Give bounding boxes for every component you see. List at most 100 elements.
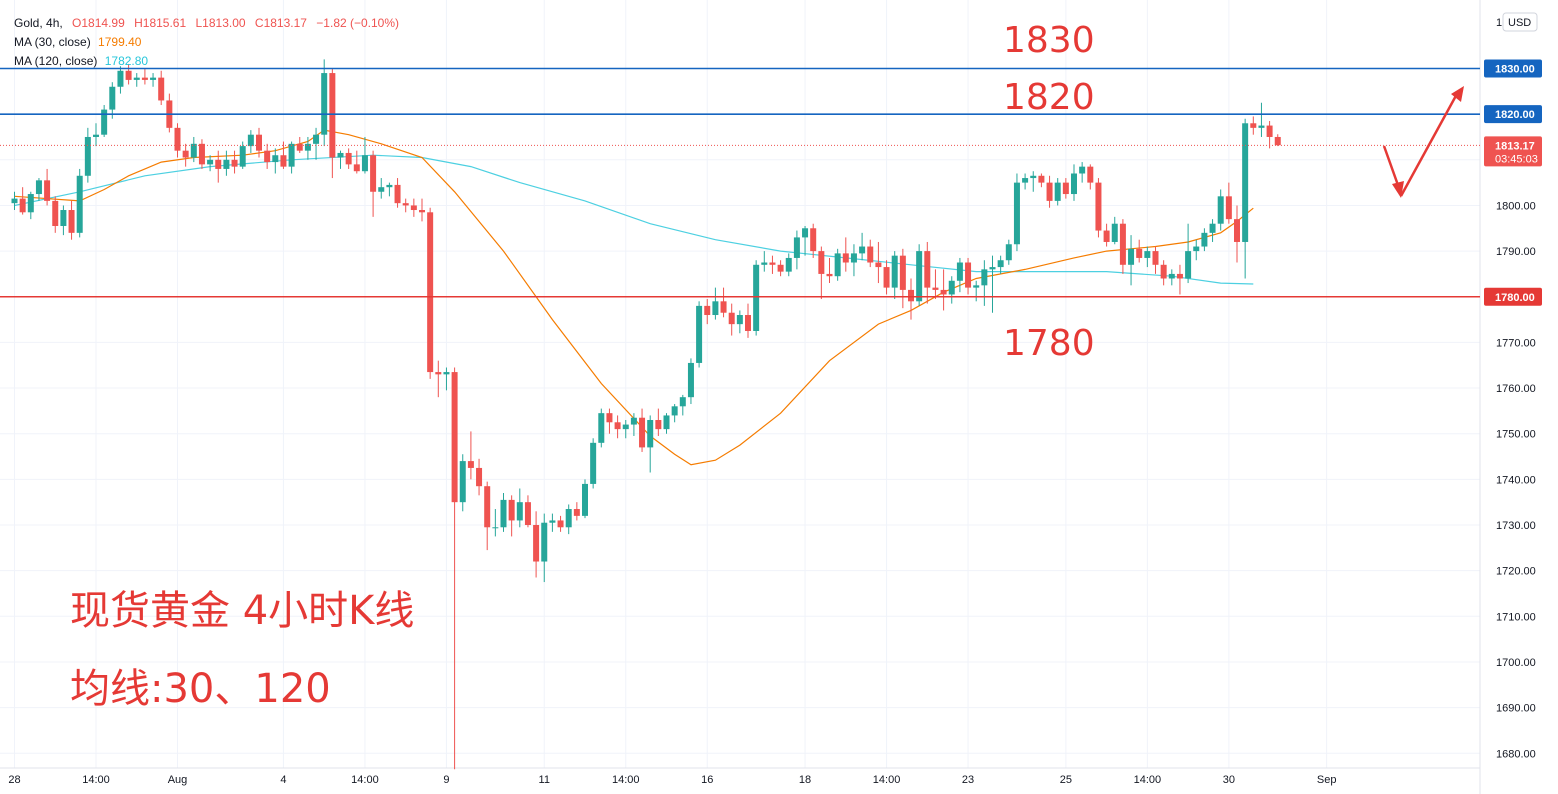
candle-body <box>981 269 988 286</box>
x-tick-label: 14:00 <box>351 774 379 786</box>
candle-body <box>753 264 760 331</box>
currency-badge[interactable] <box>1502 12 1538 32</box>
y-tick-label: 1740.00 <box>1496 474 1536 486</box>
candle-body <box>378 187 385 192</box>
candle-body <box>1079 166 1086 174</box>
candle <box>125 63 132 85</box>
candle <box>850 244 857 277</box>
price-tag-bg <box>1484 287 1542 306</box>
price-tag-1830: 1830.00 <box>1484 59 1542 78</box>
candle-body <box>687 362 694 398</box>
candle-body <box>989 267 996 270</box>
candle <box>728 303 735 336</box>
candle <box>133 73 140 87</box>
candle-body <box>361 155 368 172</box>
x-tick-label: 18 <box>799 774 811 786</box>
candle <box>761 251 768 272</box>
candle <box>867 239 874 268</box>
candle <box>427 207 434 379</box>
candle <box>712 287 719 320</box>
candle-body <box>541 522 548 562</box>
candle-body <box>1152 251 1159 265</box>
candle <box>44 168 51 206</box>
candle <box>35 178 42 201</box>
level-annotation: 1820 <box>1003 77 1095 118</box>
candle <box>272 148 279 174</box>
candle <box>916 244 923 306</box>
candle-body <box>150 77 157 80</box>
candle-body <box>174 127 181 151</box>
candle-body <box>288 143 295 167</box>
candle <box>370 150 377 217</box>
candle <box>190 136 197 163</box>
candle-body <box>44 180 51 201</box>
candle <box>1225 182 1232 224</box>
candle-body <box>850 253 857 263</box>
candle <box>1266 120 1273 149</box>
ma120-value: 1782.80 <box>104 54 149 68</box>
candle-body <box>1128 248 1135 265</box>
candle-body <box>908 289 914 302</box>
candle <box>361 136 368 174</box>
candle <box>223 150 230 176</box>
ma30-label: MA (30, close) <box>14 35 91 49</box>
x-axis: 28 14:00 Aug 4 14:00 9 11 14:00 16 18 14:00 23 25 14:… <box>8 774 1336 786</box>
candle <box>508 495 515 537</box>
candle <box>802 225 809 256</box>
candle-body <box>1258 125 1265 128</box>
x-tick-label: 11 <box>539 774 550 786</box>
candle-body <box>712 301 719 316</box>
candle-body <box>1242 123 1249 242</box>
candle <box>1136 239 1143 263</box>
candle-body <box>891 255 898 288</box>
candle <box>1193 239 1200 261</box>
legend-ma120-row[interactable]: MA (120, close) 1782.80 <box>14 52 399 71</box>
candle-body <box>476 467 483 487</box>
candle <box>182 143 189 167</box>
candle <box>1209 219 1216 242</box>
candle <box>386 182 393 197</box>
y-tick-label: 1760.00 <box>1496 383 1536 395</box>
candle-body <box>956 262 963 281</box>
price-tag-1780: 1780.00 <box>1484 287 1542 306</box>
y-tick-label: 1680.00 <box>1496 748 1536 760</box>
candle <box>785 253 792 277</box>
candle <box>1250 116 1257 135</box>
candle-body <box>630 417 637 425</box>
currency-label: USD <box>1508 17 1531 29</box>
candle <box>231 150 238 174</box>
candle-body <box>304 143 311 151</box>
candle <box>84 127 91 183</box>
price-tag-text: 1820.00 <box>1495 109 1535 121</box>
candle <box>68 200 75 240</box>
candle-body <box>182 150 189 158</box>
candle <box>1234 205 1240 263</box>
candle <box>345 148 352 169</box>
candle-body <box>370 155 377 192</box>
y-tick-label: 1750.00 <box>1496 429 1536 441</box>
candle-body <box>1111 223 1118 242</box>
candle <box>1071 164 1077 201</box>
candle <box>101 105 108 137</box>
candle <box>1095 178 1102 238</box>
close-value: C1813.17 <box>254 16 307 30</box>
candle <box>663 413 670 434</box>
candle <box>753 260 760 336</box>
y-tick-label: 1710.00 <box>1496 611 1536 623</box>
ma120-label: MA (120, close) <box>14 54 98 68</box>
current-price-text: 1813.17 <box>1495 140 1535 152</box>
candle <box>524 495 531 528</box>
candle-body <box>459 461 466 503</box>
candle <box>557 515 564 532</box>
candle-body <box>940 289 947 295</box>
candle-body <box>223 159 230 169</box>
candle-body <box>1144 251 1151 258</box>
candle <box>337 150 344 169</box>
candle-body <box>590 442 597 484</box>
candle <box>598 408 605 448</box>
candle <box>859 232 866 261</box>
candle <box>52 196 59 233</box>
legend-ma30-row[interactable]: MA (30, close) 1799.40 <box>14 33 399 52</box>
